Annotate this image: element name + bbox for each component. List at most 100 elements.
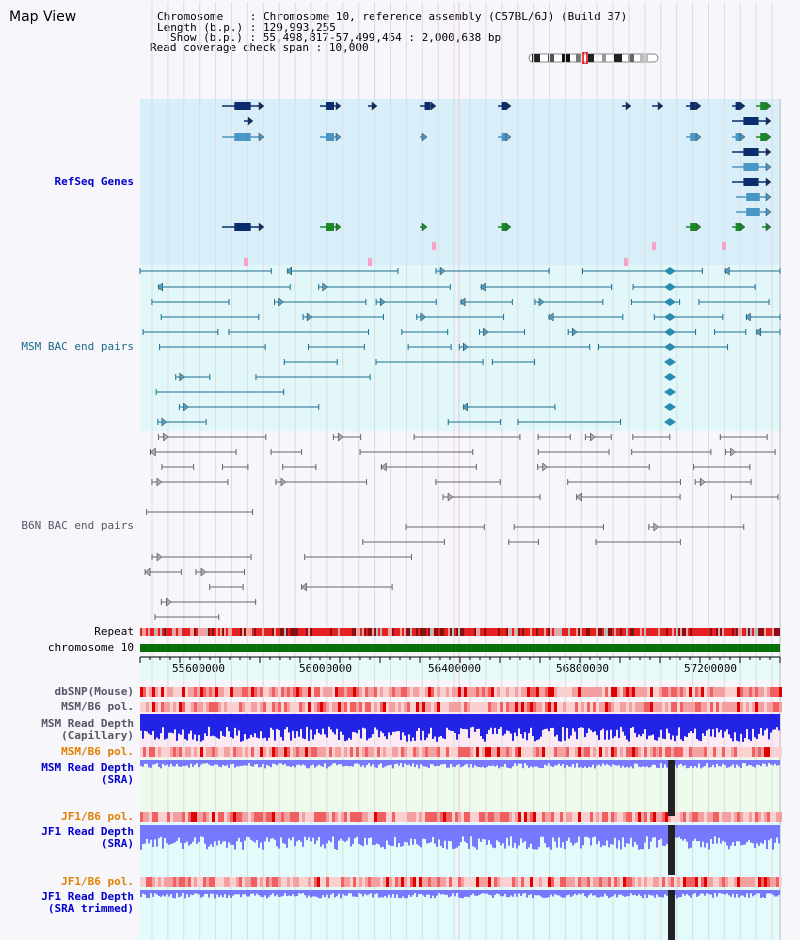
polymorphism-cell [737,687,740,697]
repeat-segment [648,628,650,636]
polymorphism-cell [683,812,686,822]
read-depth-bar [722,760,724,764]
read-depth-bar [274,714,276,741]
repeat-segment [770,628,772,636]
polymorphism-cell [299,702,302,712]
read-depth-bar [300,760,302,766]
read-depth-bar [582,760,584,769]
polymorphism-cell [428,702,431,712]
repeat-segment [618,628,620,636]
read-depth-bar [738,890,740,898]
read-depth-bar [618,760,620,766]
polymorphism-cell [641,877,644,887]
read-depth-bar [508,825,510,846]
read-depth-bar [260,890,262,897]
read-depth-bar [506,890,508,898]
polymorphism-cell [509,747,512,757]
read-depth-bar [448,714,450,730]
polymorphism-cell [395,747,398,757]
read-depth-bar [614,825,616,838]
read-depth-bar [376,714,378,730]
polymorphism-cell [689,877,692,887]
read-depth-bar [490,714,492,728]
read-depth-bar [156,714,158,738]
read-depth-bar [652,890,654,896]
polymorphism-cell [362,812,365,822]
polymorphism-cell [614,687,617,697]
read-depth-bar [206,760,208,764]
polymorphism-cell [314,812,317,822]
polymorphism-cell [233,687,236,697]
read-depth-bar [718,825,720,838]
bac-end-arrow [286,266,292,276]
read-depth-bar [286,890,288,897]
repeat-segment [152,628,154,636]
read-depth-bar [202,714,204,741]
repeat-segment [612,628,614,636]
read-depth-bar [390,714,392,736]
repeat-segment [678,628,680,636]
bac-end-arrow [459,297,466,307]
repeat-segment [358,628,360,636]
read-depth-bar [500,825,502,846]
polymorphism-cell [524,877,527,887]
read-depth-bar [598,714,600,740]
polymorphism-cell [347,702,350,712]
repeat-segment [172,628,174,636]
polymorphism-cell [596,702,599,712]
chromosome-bar [140,644,780,652]
read-depth-bar [726,760,728,768]
read-depth-bar [320,825,322,847]
polymorphism-cell [734,687,737,697]
read-depth-bar [486,825,488,845]
repeat-segment [160,628,162,636]
chromosome-ideogram[interactable] [528,52,660,64]
polymorphism-cell [386,812,389,822]
polymorphism-cell [284,877,287,887]
polymorphism-cell [680,687,683,697]
polymorphism-cell [566,877,569,887]
read-depth-bar [576,890,578,896]
read-depth-bar [654,714,656,740]
read-depth-bar [538,890,540,896]
gene-arrow [421,222,428,232]
polymorphism-cell [575,687,578,697]
polymorphism-cell [302,702,305,712]
polymorphism-cell [374,747,377,757]
read-depth-bar [728,825,730,850]
polymorphism-cell [554,702,557,712]
repeat-segment [638,628,640,636]
polymorphism-cell [521,877,524,887]
polymorphism-cell [185,747,188,757]
repeat-segment [182,628,184,636]
read-depth-bar [432,825,434,837]
repeat-segment [418,628,420,636]
read-depth-bar [440,714,442,737]
repeat-segment [188,628,190,636]
read-depth-bar [398,890,400,899]
read-depth-bar [600,714,602,731]
polymorphism-cell [155,687,158,697]
read-depth-bar [356,825,358,837]
read-depth-bar [474,825,476,848]
read-depth-bar [478,760,480,767]
read-depth-bar [706,714,708,731]
bac-end-arrow [306,312,313,322]
polymorphism-cell [578,687,581,697]
read-depth-bar [628,760,630,768]
read-depth-bar [386,760,388,766]
repeat-segment [522,628,524,636]
read-depth-bar [316,714,318,730]
read-depth-bar [634,714,636,733]
polymorphism-cell [371,687,374,697]
read-depth-bar [484,760,486,769]
read-depth-bar [346,825,348,841]
repeat-segment [744,628,746,636]
repeat-segment [252,628,254,636]
read-depth-bar [730,890,732,897]
read-depth-bar [184,890,186,899]
polymorphism-cell [431,877,434,887]
polymorphism-cell [749,687,752,697]
polymorphism-cell [536,812,539,822]
